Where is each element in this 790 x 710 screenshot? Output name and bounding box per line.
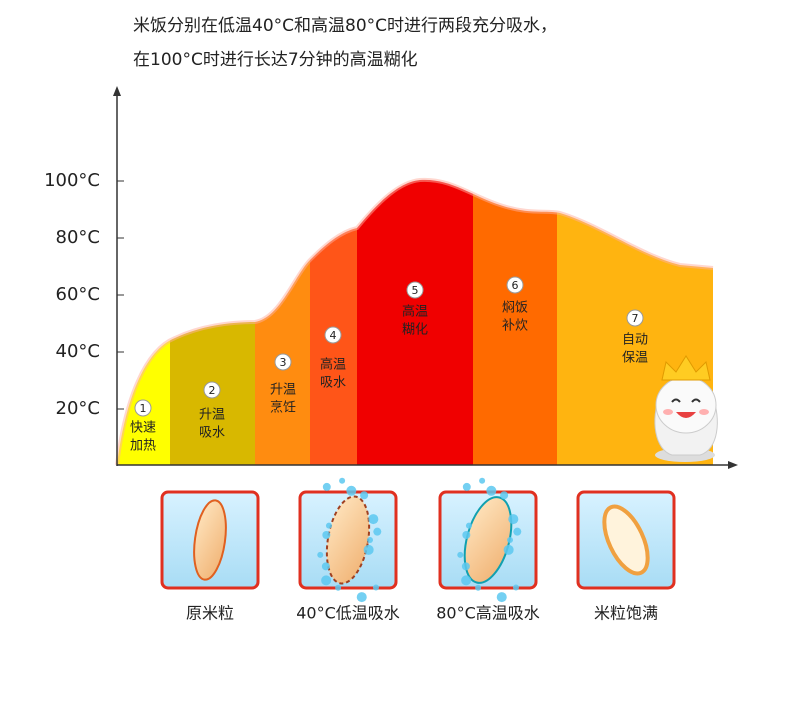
water-bubble <box>462 482 471 491</box>
stage-number: 7 <box>632 312 639 325</box>
water-bubble <box>496 592 507 603</box>
card: 米粒饱满 <box>576 490 676 623</box>
water-bubble <box>479 477 486 484</box>
water-bubble <box>322 482 331 491</box>
water-bubble <box>512 584 519 591</box>
stage-label: 升温 <box>270 383 296 398</box>
water-bubble <box>321 562 330 571</box>
water-bubble <box>360 491 369 500</box>
water-bubble <box>317 551 324 558</box>
stage-badge <box>203 381 221 399</box>
stage-number: 2 <box>209 384 216 397</box>
water-bubble <box>475 584 482 591</box>
water-bubble <box>322 531 331 540</box>
rice-grain <box>325 495 371 585</box>
rice-grain <box>602 504 650 576</box>
water-bubble <box>462 531 471 540</box>
stage-band <box>357 179 473 466</box>
y-tick-label: 20°C <box>56 398 100 419</box>
card-label: 米粒饱满 <box>594 604 658 623</box>
water-bubble <box>507 537 513 543</box>
stage-number: 5 <box>412 284 419 297</box>
water-bubble <box>325 522 332 529</box>
water-bubble <box>465 522 472 529</box>
stage-label: 吸水 <box>199 426 225 441</box>
stage-badge <box>506 276 524 294</box>
title-line: 在100°C时进行长达7分钟的高温糊化 <box>133 50 418 70</box>
stage-number: 1 <box>140 402 147 415</box>
water-bubble <box>372 584 379 591</box>
card-label: 原米粒 <box>186 604 234 623</box>
stage-badge <box>134 399 152 417</box>
card-label: 80°C高温吸水 <box>436 604 540 623</box>
stage-number: 3 <box>280 356 287 369</box>
water-bubble <box>486 485 497 496</box>
y-tick-label: 40°C <box>56 341 100 362</box>
stage-band <box>473 179 557 466</box>
water-bubble <box>368 514 379 525</box>
water-bubble <box>363 544 374 555</box>
y-tick-label: 100°C <box>44 170 100 191</box>
y-tick-label: 60°C <box>56 284 100 305</box>
water-bubble <box>503 544 514 555</box>
stage-label: 加热 <box>130 439 156 454</box>
water-bubble <box>500 491 509 500</box>
water-bubble <box>513 527 522 536</box>
stage-label: 烹饪 <box>270 401 296 416</box>
stage-badge <box>406 281 424 299</box>
stage-badge <box>324 326 342 344</box>
stage-label: 焖饭 <box>502 301 528 316</box>
water-bubble <box>367 537 373 543</box>
water-bubble <box>346 485 357 496</box>
water-bubble <box>508 514 519 525</box>
water-bubble <box>356 592 367 603</box>
card: 80°C高温吸水 <box>436 477 540 623</box>
water-bubble <box>457 551 464 558</box>
card: 原米粒 <box>160 490 260 623</box>
title-line: 米饭分别在低温40°C和高温80°C时进行两段充分吸水， <box>133 16 557 36</box>
x-arrow <box>728 461 738 469</box>
y-tick-label: 80°C <box>56 227 100 248</box>
stage-badge <box>274 353 292 371</box>
stage-label: 自动 <box>622 333 648 348</box>
stage-label: 补炊 <box>502 319 528 334</box>
stage-label: 升温 <box>199 408 225 423</box>
stage-label: 吸水 <box>320 376 346 391</box>
stage-badge <box>626 309 644 327</box>
rice-grain <box>193 499 227 581</box>
stage-label: 高温 <box>320 357 346 373</box>
stage-band <box>255 179 310 466</box>
stage-number: 4 <box>330 329 337 342</box>
stage-label: 高温 <box>402 304 428 320</box>
water-bubble <box>461 562 470 571</box>
stage-band <box>310 179 357 466</box>
card: 40°C低温吸水 <box>296 477 400 623</box>
water-bubble <box>335 584 342 591</box>
y-arrow <box>113 86 121 96</box>
card-label: 40°C低温吸水 <box>296 604 400 623</box>
water-bubble <box>373 527 382 536</box>
mascot <box>654 355 718 462</box>
stage-label: 糊化 <box>402 322 428 338</box>
water-bubble <box>461 575 472 586</box>
stage-label: 保温 <box>622 351 648 366</box>
water-bubble <box>321 575 332 586</box>
stage-label: 快速 <box>130 421 156 436</box>
stage-number: 6 <box>512 279 519 292</box>
curve-glow <box>115 177 714 466</box>
water-bubble <box>339 477 346 484</box>
